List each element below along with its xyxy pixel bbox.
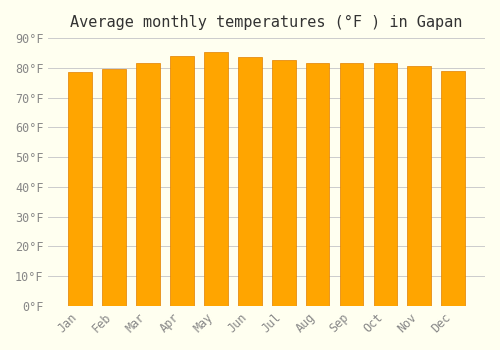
Bar [374, 63, 398, 306]
Bar [306, 63, 330, 306]
Bar [340, 63, 363, 306]
Bar [238, 57, 262, 306]
Title: Average monthly temperatures (°F ) in Gapan: Average monthly temperatures (°F ) in Ga… [70, 15, 463, 30]
Bar [102, 69, 126, 306]
Bar [272, 61, 295, 306]
Bar [170, 56, 194, 306]
Bar [204, 51, 228, 306]
Bar [68, 72, 92, 306]
Bar [136, 63, 160, 306]
Bar [442, 71, 465, 306]
Bar [408, 66, 431, 306]
